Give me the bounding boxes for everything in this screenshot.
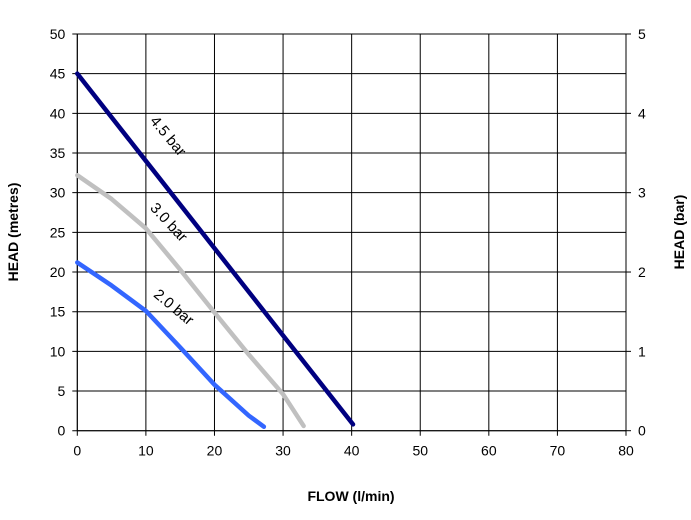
x-tick-label: 0 — [73, 443, 81, 459]
x-tick-label: 10 — [138, 443, 154, 459]
y-tick-label: 45 — [50, 66, 66, 82]
y-tick-label: 40 — [50, 105, 66, 121]
y-axis-label: HEAD (metres) — [5, 183, 21, 282]
y-tick-label: 15 — [50, 304, 66, 320]
series-line — [75, 260, 267, 429]
y-tick-label: 20 — [50, 264, 66, 280]
y2-tick-label: 2 — [638, 264, 646, 280]
x-tick-label: 20 — [207, 443, 223, 459]
series-lines — [75, 71, 356, 429]
y-tick-label: 5 — [58, 383, 66, 399]
y-tick-label: 10 — [50, 343, 66, 359]
y2-tick-label: 1 — [638, 343, 646, 359]
x-tick-label: 40 — [344, 443, 360, 459]
x-axis-label: FLOW (l/min) — [307, 488, 394, 504]
x-tick-label: 70 — [550, 443, 566, 459]
y2-tick-label: 0 — [638, 423, 646, 439]
y-tick-label: 35 — [50, 145, 66, 161]
y-tick-label: 50 — [50, 26, 66, 42]
series-line — [75, 172, 306, 429]
series-line — [75, 71, 356, 427]
x-tick-label: 30 — [275, 443, 291, 459]
x-tick-label: 50 — [412, 443, 428, 459]
ticks: 0 10 20 30 40 50 60 70 8005101520253035404550012… — [50, 26, 646, 459]
plot-border — [76, 33, 627, 432]
y-tick-label: 30 — [50, 185, 66, 201]
x-tick-label: 80 — [618, 443, 634, 459]
x-tick-label: 60 — [481, 443, 497, 459]
y2-axis-label: HEAD (bar) — [671, 195, 687, 270]
y-tick-label: 25 — [50, 224, 66, 240]
y2-tick-label: 3 — [638, 185, 646, 201]
grid — [72, 33, 631, 436]
y2-tick-label: 5 — [638, 26, 646, 42]
y2-tick-label: 4 — [638, 105, 646, 121]
y-tick-label: 0 — [58, 423, 66, 439]
